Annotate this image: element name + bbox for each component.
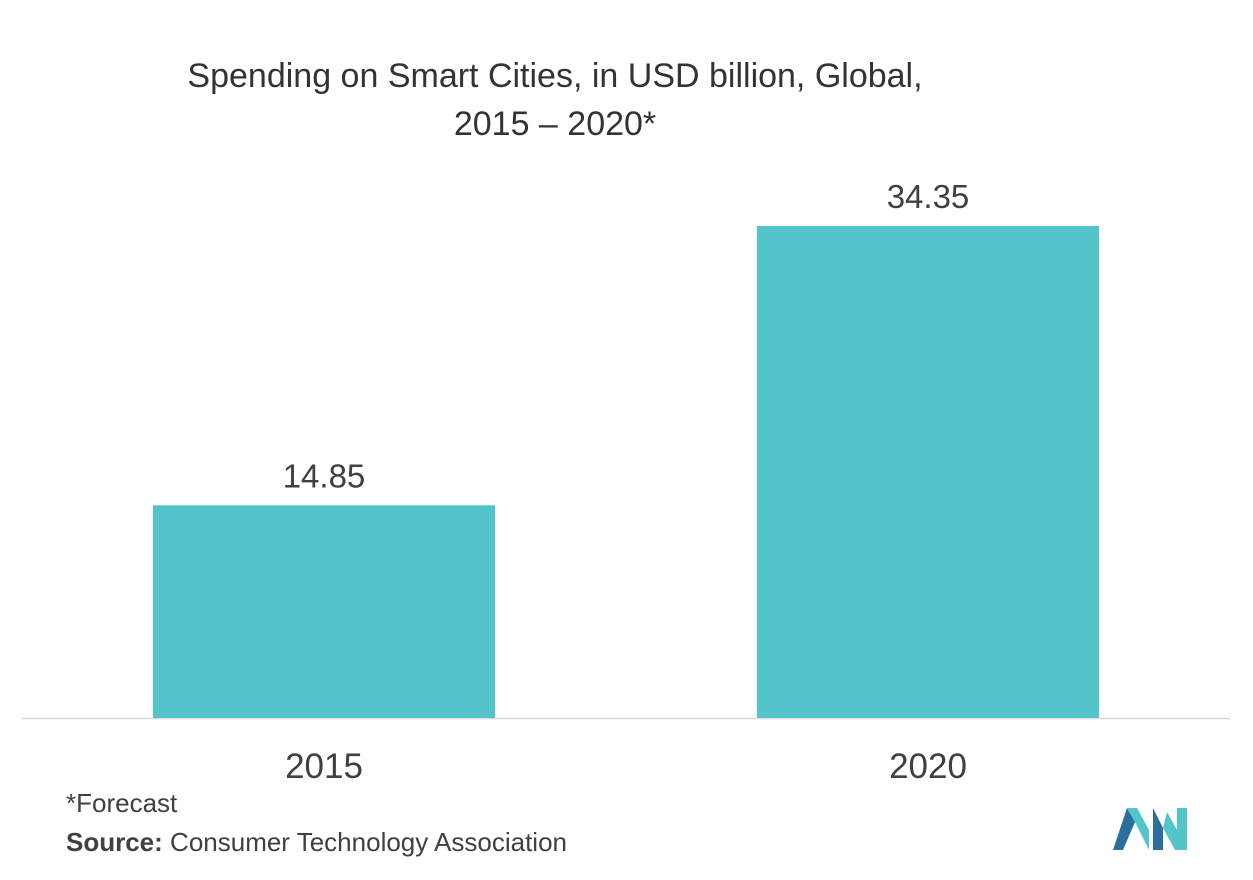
- bar-2020: [757, 226, 1099, 718]
- data-label-2015: 14.85: [283, 457, 366, 494]
- chart-title-line-1: Spending on Smart Cities, in USD billion…: [187, 57, 923, 95]
- source-label: Source:: [66, 827, 163, 857]
- chart-title: Spending on Smart Cities, in USD billion…: [0, 52, 1110, 148]
- source-note: Source: Consumer Technology Association: [66, 827, 567, 858]
- brand-logo-icon: [1113, 808, 1187, 850]
- source-text: Consumer Technology Association: [162, 827, 568, 857]
- x-tick-label-2020: 2020: [889, 747, 967, 786]
- data-label-2020: 34.35: [887, 178, 970, 215]
- chart-title-line-2: 2015 – 2020*: [453, 105, 657, 143]
- bar-2015: [153, 505, 495, 718]
- forecast-footnote: *Forecast: [66, 788, 178, 818]
- x-tick-label-2015: 2015: [285, 747, 363, 786]
